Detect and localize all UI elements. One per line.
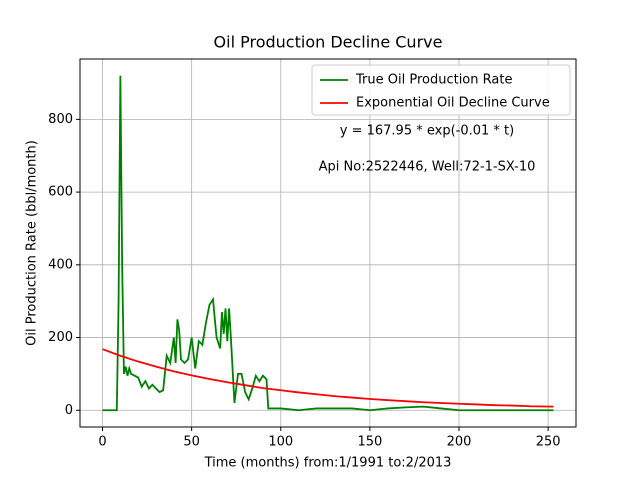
y-tick-label: 600 [48, 185, 73, 200]
annotation: Api No:2522446, Well:72-1-SX-10 [319, 160, 536, 175]
legend-label: Exponential Oil Decline Curve [356, 96, 550, 111]
legend-label: True Oil Production Rate [355, 73, 512, 88]
x-tick-label: 200 [447, 435, 472, 450]
y-tick-label: 800 [48, 112, 73, 127]
annotation: y = 167.95 * exp(-0.01 * t) [340, 124, 514, 139]
x-tick-label: 250 [536, 435, 561, 450]
line-series [102, 348, 554, 408]
y-tick-label: 200 [48, 330, 73, 345]
legend-box [311, 64, 571, 116]
line-series [102, 75, 554, 412]
y-tick-label: 0 [65, 403, 73, 418]
y-axis-label: Oil Production Rate (bbl/month) [25, 140, 40, 346]
chart-title: Oil Production Decline Curve [214, 33, 443, 52]
axes-frame [79, 58, 577, 428]
y-tick-label: 400 [48, 257, 73, 272]
x-axis-label: Time (months) from:1/1991 to:2/2013 [204, 456, 452, 471]
x-tick-label: 100 [268, 435, 293, 450]
x-tick-label: 150 [357, 435, 382, 450]
x-tick-label: 0 [98, 435, 106, 450]
x-tick-label: 50 [183, 435, 200, 450]
